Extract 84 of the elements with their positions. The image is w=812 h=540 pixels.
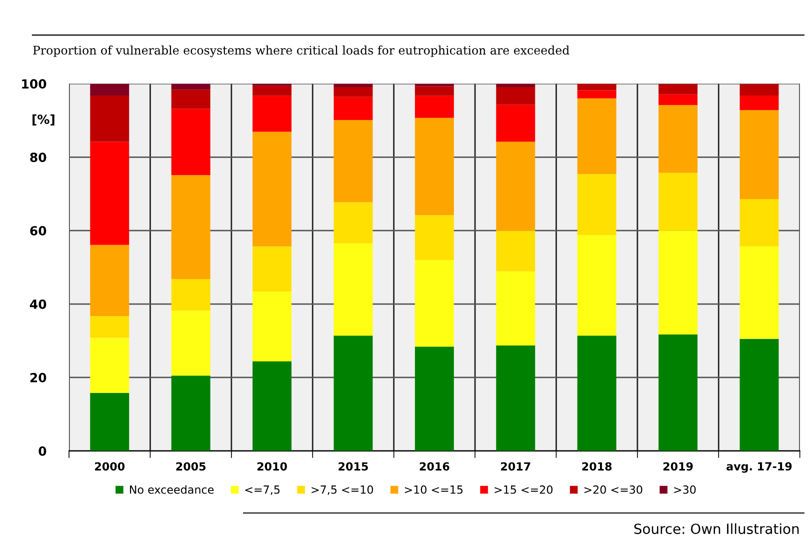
bar — [577, 84, 616, 90]
bar — [496, 84, 536, 88]
bar — [252, 96, 292, 132]
bar — [577, 174, 616, 235]
bar — [334, 87, 373, 97]
bar — [740, 110, 779, 199]
legend-label: No exceedance — [130, 485, 214, 494]
x-tick-label: 2010 — [257, 462, 287, 471]
bar — [414, 346, 454, 451]
bar — [658, 172, 698, 231]
bar — [90, 142, 130, 245]
chart-title: Proportion of vulnerable ecosystems where critical loads for eutrophication are exceeded — [33, 46, 570, 58]
bar — [658, 84, 698, 94]
legend-label: >7,5 <=10 — [312, 485, 374, 495]
bar — [414, 84, 454, 86]
bar — [414, 118, 454, 216]
bar — [90, 392, 130, 451]
x-tick-label: 2018 — [582, 462, 612, 471]
bar — [658, 334, 698, 451]
bar — [658, 94, 698, 105]
bar — [252, 86, 292, 96]
bar — [252, 361, 292, 451]
bar — [496, 346, 536, 451]
y-tick-label: 40 — [30, 299, 46, 309]
bar — [577, 234, 616, 336]
bar — [171, 84, 210, 90]
x-tick-label: 2005 — [176, 462, 206, 471]
bar — [90, 316, 130, 338]
legend-label: >15 <=20 — [494, 485, 553, 494]
bar — [252, 292, 292, 362]
bar — [334, 336, 373, 451]
legend-label: <=7,5 — [245, 486, 280, 495]
bar — [496, 87, 536, 105]
bar — [740, 338, 779, 451]
y-tick-label: 100 — [22, 79, 46, 89]
bar — [171, 310, 210, 376]
bar — [90, 244, 130, 316]
bar — [334, 96, 373, 120]
source-note: Source: Own Illustration — [634, 523, 799, 534]
bar — [252, 246, 292, 292]
bar — [414, 96, 454, 118]
bar — [334, 120, 373, 202]
x-tick-label: 2019 — [663, 462, 693, 471]
bar — [90, 95, 130, 142]
bar — [740, 84, 779, 96]
bar — [90, 338, 130, 393]
bar — [252, 132, 292, 246]
bar — [577, 90, 616, 98]
bar — [414, 86, 454, 96]
bar — [171, 376, 210, 451]
bar — [496, 230, 536, 272]
x-tick-label: avg. 17-19 — [726, 462, 792, 473]
bar — [171, 175, 210, 280]
bar — [577, 336, 616, 451]
bar — [496, 271, 536, 346]
bar — [740, 95, 779, 110]
bar — [414, 260, 454, 347]
bar — [90, 84, 130, 96]
bar — [334, 202, 373, 244]
bar — [577, 98, 616, 174]
x-tick-label: 2000 — [95, 462, 125, 471]
bar — [658, 230, 698, 334]
bar — [171, 279, 210, 311]
legend-label: >10 <=15 — [404, 485, 463, 494]
bar — [334, 84, 373, 88]
bar — [740, 199, 779, 246]
y-tick-label: 20 — [30, 372, 46, 382]
x-tick-label: 2016 — [420, 462, 450, 471]
bar — [414, 215, 454, 260]
y-tick-label: 80 — [30, 152, 46, 162]
bar — [496, 104, 536, 142]
bar — [496, 142, 536, 231]
bar — [171, 108, 210, 176]
x-tick-label: 2017 — [501, 462, 530, 471]
legend-label: >30 — [674, 485, 696, 494]
bar — [740, 246, 779, 339]
x-tick-label: 2015 — [338, 462, 368, 471]
bar — [171, 90, 210, 109]
bar — [658, 105, 698, 173]
y-axis-title: [%] — [32, 114, 54, 126]
legend-label: >20 <=30 — [584, 485, 642, 494]
y-tick-label: 60 — [30, 226, 46, 236]
bar — [334, 243, 373, 336]
y-tick-label: 0 — [38, 446, 46, 456]
